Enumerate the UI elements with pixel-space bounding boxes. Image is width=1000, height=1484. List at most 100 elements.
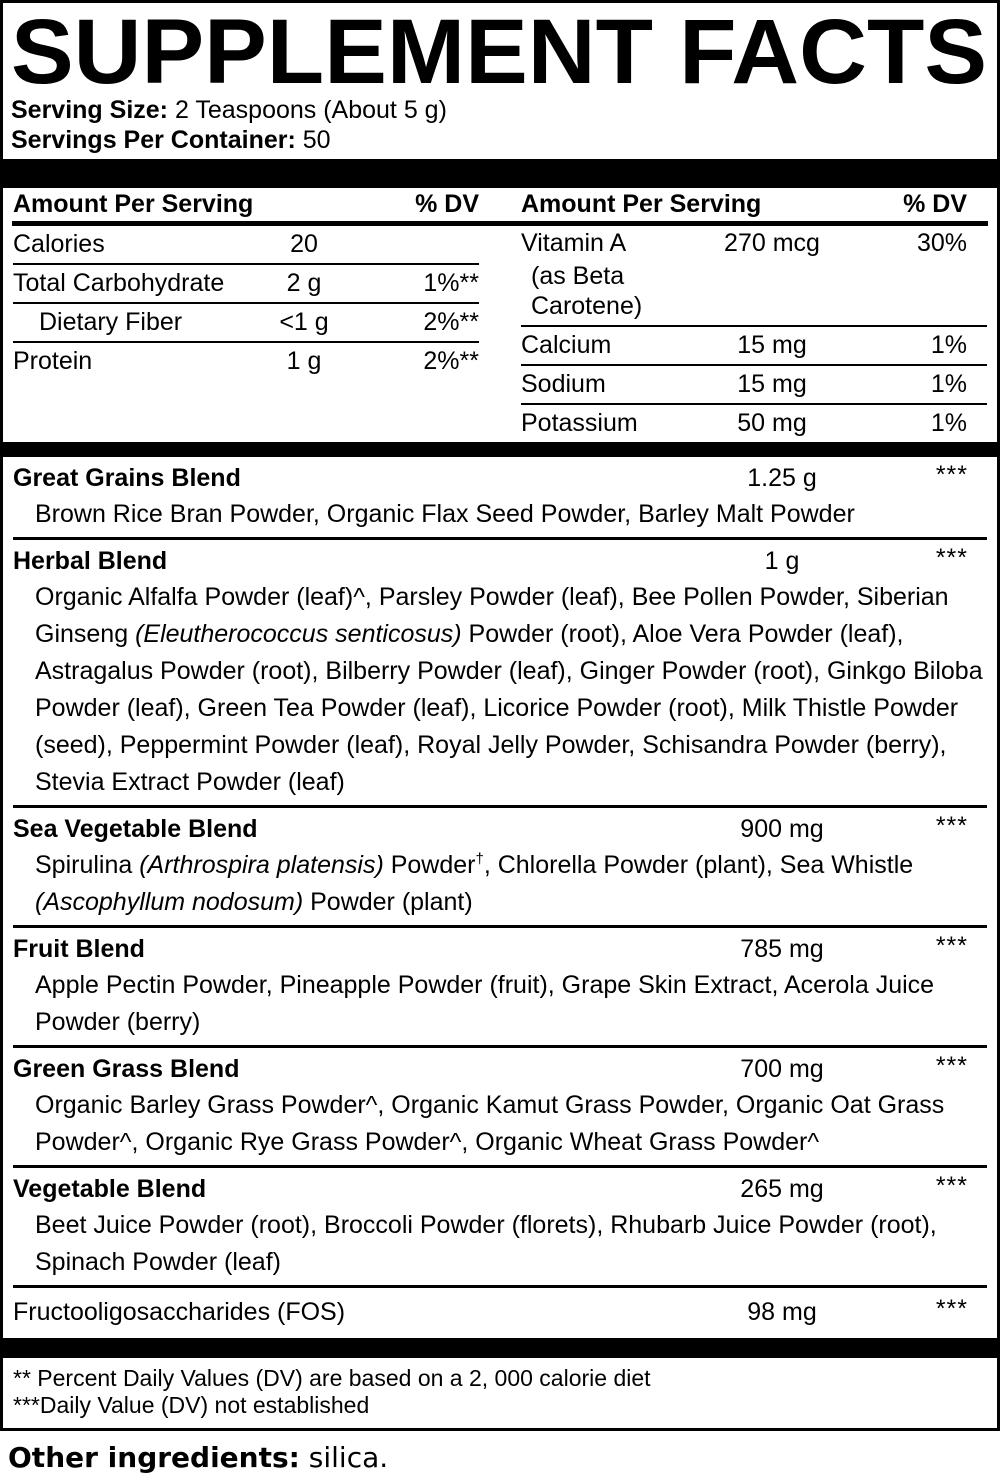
nutrient-amount: 50 mg — [737, 409, 807, 437]
serving-size-label: Serving Size: — [11, 96, 168, 124]
blend-list: Great Grains Blend 1.25 g *** Brown Rice… — [3, 457, 997, 1338]
nutrient-name: Total Carbohydrate — [13, 269, 225, 297]
other-ingredients-line: Other ingredients: silica. — [0, 1431, 1000, 1484]
nutrient-table: Calories 20 Total Carbohydrate 2 g 1%** … — [3, 226, 997, 442]
header-underline — [12, 221, 988, 226]
nutrient-dv: 2%** — [423, 308, 479, 336]
right-dv-header: % DV — [903, 190, 967, 218]
nutrient-name-line2: (as Beta Carotene) — [531, 262, 643, 320]
other-ingredients-value: silica. — [308, 1441, 389, 1474]
blend-green-grass: Green Grass Blend 700 mg *** Organic Bar… — [13, 1048, 987, 1168]
nutrient-name-line1: Vitamin A — [521, 229, 627, 257]
blend-dv: *** — [935, 1295, 968, 1323]
blend-ingredients: Organic Alfalfa Powder (leaf)^, Parsley … — [35, 583, 983, 796]
nutrient-amount: 20 — [290, 230, 318, 258]
blend-name: Green Grass Blend — [13, 1055, 240, 1083]
supplement-facts-panel: SUPPLEMENT FACTS Serving Size: 2 Teaspoo… — [0, 0, 1000, 1431]
serving-size-line: Serving Size: 2 Teaspoons (About 5 g) — [11, 95, 989, 125]
table-row: Calories 20 — [13, 226, 479, 265]
footnote-daily-values: ** Percent Daily Values (DV) are based o… — [13, 1365, 651, 1391]
blend-header-row: Great Grains Blend 1.25 g *** — [13, 460, 987, 496]
blend-name: Great Grains Blend — [13, 464, 241, 492]
nutrient-dv: 2%** — [423, 347, 479, 375]
blend-amount: 1.25 g — [747, 464, 817, 492]
nutrient-amount: <1 g — [279, 308, 329, 336]
blend-amount: 1 g — [764, 547, 800, 575]
blend-name: Fructooligosaccharides (FOS) — [13, 1298, 346, 1326]
nutrient-column-left: Calories 20 Total Carbohydrate 2 g 1%** … — [13, 226, 479, 380]
table-row: Calcium 15 mg 1% — [521, 327, 987, 366]
nutrient-name: Vitamin A (as Beta Carotene) — [521, 226, 687, 321]
nutrient-amount: 15 mg — [737, 331, 807, 359]
nutrient-name: Calcium — [521, 331, 612, 359]
blend-amount: 785 mg — [740, 935, 824, 963]
blend-amount: 98 mg — [747, 1298, 817, 1326]
blend-ingredients: Spirulina (Arthrospira platensis) Powder… — [35, 850, 914, 916]
blend-dv: *** — [935, 461, 968, 489]
nutrient-name: Protein — [13, 347, 93, 375]
nutrient-name: Potassium — [521, 409, 638, 437]
nutrient-dv: 1%** — [423, 269, 479, 297]
blend-ingredients: Beet Juice Powder (root), Broccoli Powde… — [35, 1211, 937, 1276]
blend-dv: *** — [935, 812, 968, 840]
left-dv-header: % DV — [415, 190, 479, 218]
nutrient-table-header: Amount Per Serving % DV Amount Per Servi… — [3, 188, 997, 221]
left-amount-per-serving-header: Amount Per Serving — [13, 190, 254, 218]
blend-header-row: Green Grass Blend 700 mg *** — [13, 1051, 987, 1087]
blend-name: Sea Vegetable Blend — [13, 815, 258, 843]
blend-dv: *** — [935, 544, 968, 572]
footnotes: ** Percent Daily Values (DV) are based o… — [3, 1358, 997, 1428]
separator-bar-middle — [3, 442, 997, 457]
blend-dv: *** — [935, 1172, 968, 1200]
blend-great-grains: Great Grains Blend 1.25 g *** Brown Rice… — [13, 457, 987, 540]
blend-sea-vegetable: Sea Vegetable Blend 900 mg *** Spirulina… — [13, 808, 987, 928]
table-row: Protein 1 g 2%** — [13, 343, 479, 380]
blend-ingredients: Organic Barley Grass Powder^, Organic Ka… — [35, 1091, 945, 1156]
nutrient-amount: 2 g — [286, 269, 322, 297]
blend-header-row: Herbal Blend 1 g *** — [13, 543, 987, 579]
nutrient-amount: 15 mg — [737, 370, 807, 398]
blend-header-row: Fruit Blend 785 mg *** — [13, 931, 987, 967]
blend-amount: 900 mg — [740, 815, 824, 843]
blend-fruit: Fruit Blend 785 mg *** Apple Pectin Powd… — [13, 928, 987, 1048]
servings-per-container-value: 50 — [302, 126, 331, 154]
blend-amount: 265 mg — [740, 1175, 824, 1203]
blend-dv: *** — [935, 1052, 968, 1080]
blend-name: Vegetable Blend — [13, 1175, 207, 1203]
blend-vegetable: Vegetable Blend 265 mg *** Beet Juice Po… — [13, 1168, 987, 1288]
blend-name: Fruit Blend — [13, 935, 145, 963]
table-row: Sodium 15 mg 1% — [521, 366, 987, 405]
panel-title-text: SUPPLEMENT FACTS — [11, 1, 987, 103]
nutrient-dv: 30% — [916, 229, 967, 257]
blend-amount: 700 mg — [740, 1055, 824, 1083]
nutrient-name: Dietary Fiber — [39, 308, 183, 336]
blend-ingredients: Apple Pectin Powder, Pineapple Powder (f… — [35, 971, 935, 1036]
blend-ingredients: Brown Rice Bran Powder, Organic Flax See… — [35, 500, 855, 528]
blend-header-row: Vegetable Blend 265 mg *** — [13, 1171, 987, 1207]
nutrient-amount: 1 g — [286, 347, 322, 375]
blend-herbal: Herbal Blend 1 g *** Organic Alfalfa Pow… — [13, 540, 987, 808]
row-fructooligosaccharides: Fructooligosaccharides (FOS) 98 mg *** — [13, 1288, 987, 1338]
other-ingredients-label: Other ingredients: — [8, 1441, 300, 1474]
nutrient-name: Sodium — [521, 370, 606, 398]
table-row: Dietary Fiber <1 g 2%** — [13, 304, 479, 343]
nutrient-dv: 1% — [930, 409, 967, 437]
servings-per-container-label: Servings Per Container: — [11, 126, 296, 154]
separator-bar-bottom — [3, 1338, 997, 1358]
blend-header-row: Fructooligosaccharides (FOS) 98 mg *** — [13, 1294, 987, 1330]
serving-info: Serving Size: 2 Teaspoons (About 5 g) Se… — [3, 93, 997, 159]
nutrient-amount: 270 mcg — [724, 229, 820, 257]
right-column-header: Amount Per Serving % DV — [521, 188, 987, 221]
servings-per-container-line: Servings Per Container: 50 — [11, 125, 989, 155]
table-row: Vitamin A (as Beta Carotene) 270 mcg 30% — [521, 226, 987, 327]
nutrient-dv: 1% — [930, 370, 967, 398]
blend-header-row: Sea Vegetable Blend 900 mg *** — [13, 811, 987, 847]
serving-size-value: 2 Teaspoons (About 5 g) — [174, 96, 447, 124]
left-column-header: Amount Per Serving % DV — [13, 188, 479, 221]
nutrient-dv: 1% — [930, 331, 967, 359]
blend-name: Herbal Blend — [13, 547, 168, 575]
table-row: Potassium 50 mg 1% — [521, 405, 987, 442]
right-amount-per-serving-header: Amount Per Serving — [521, 190, 762, 218]
table-row: Total Carbohydrate 2 g 1%** — [13, 265, 479, 304]
nutrient-column-right: Vitamin A (as Beta Carotene) 270 mcg 30%… — [521, 226, 987, 442]
